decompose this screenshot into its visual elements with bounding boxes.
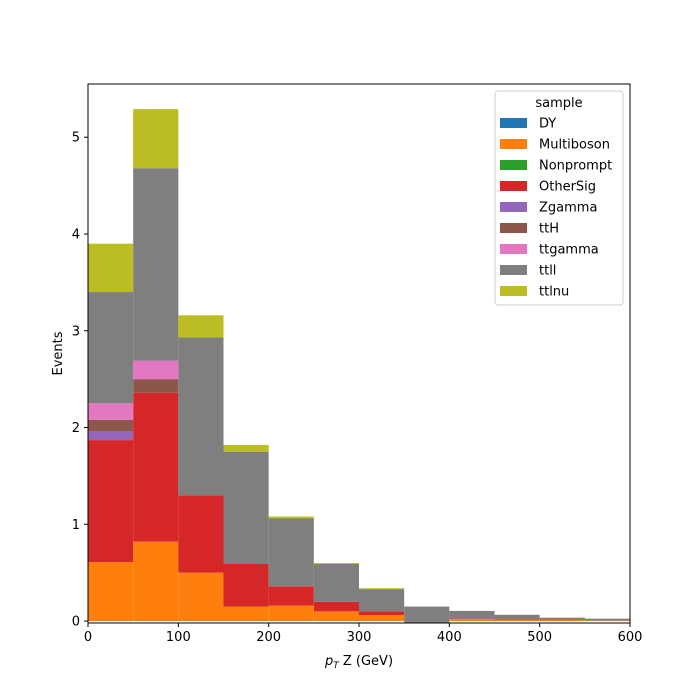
x-tick-label: 0 xyxy=(84,630,92,645)
bar-multiboson-bin-8 xyxy=(449,619,495,622)
legend-label-ttgamma: ttgamma xyxy=(539,243,599,258)
bar-ttlnu-bin-2 xyxy=(178,315,224,338)
y-tick-label: 3 xyxy=(72,324,80,339)
legend-label-zgamma: Zgamma xyxy=(539,201,597,216)
bar-othersig-bin-2 xyxy=(178,495,224,573)
y-tick-label: 2 xyxy=(72,421,80,436)
y-tick-label: 0 xyxy=(72,615,80,630)
bar-multiboson-bin-11 xyxy=(584,620,630,622)
legend-swatch-zgamma xyxy=(500,202,527,212)
bar-othersig-bin-5 xyxy=(313,601,359,612)
bar-ttlnu-bin-3 xyxy=(223,444,269,452)
legend-label-ttll: ttll xyxy=(539,264,556,279)
legend-swatch-multiboson xyxy=(500,139,527,149)
legend-swatch-ttgamma xyxy=(500,244,527,254)
legend-label-othersig: OtherSig xyxy=(539,180,596,195)
y-tick-label: 4 xyxy=(72,227,80,242)
bar-ttll-bin-4 xyxy=(268,518,314,587)
legend-label-dy: DY xyxy=(539,117,556,132)
bar-ttll-bin-1 xyxy=(133,168,179,361)
bar-ttll-bin-0 xyxy=(88,292,134,404)
bar-othersig-bin-3 xyxy=(223,563,269,607)
legend-swatch-dy xyxy=(500,118,527,128)
bar-othersig-bin-4 xyxy=(268,586,314,606)
x-axis-ticks: 0 100 200 300 400 500 600 xyxy=(84,623,643,645)
bar-tth-bin-0 xyxy=(88,419,134,432)
bar-multiboson-bin-10 xyxy=(539,620,585,622)
x-tick-label: 200 xyxy=(256,630,281,645)
histogram-bars xyxy=(88,109,630,623)
bar-multiboson-bin-4 xyxy=(268,605,314,622)
bar-ttll-bin-2 xyxy=(178,337,224,496)
bar-ttll-bin-8 xyxy=(449,610,495,619)
x-axis-title-sub: T xyxy=(333,661,340,671)
bar-ttlnu-bin-5 xyxy=(313,563,359,564)
bar-othersig-bin-10 xyxy=(539,619,585,621)
bar-ttgamma-bin-0 xyxy=(88,403,134,420)
legend-swatch-ttll xyxy=(500,265,527,275)
bar-othersig-bin-9 xyxy=(494,619,540,621)
legend-label-multiboson: Multiboson xyxy=(539,138,610,153)
bar-ttgamma-bin-1 xyxy=(133,360,179,380)
legend-swatch-othersig xyxy=(500,181,527,191)
x-tick-label: 400 xyxy=(437,630,462,645)
bar-ttlnu-bin-6 xyxy=(359,588,405,590)
x-tick-label: 300 xyxy=(347,630,372,645)
bar-ttll-bin-9 xyxy=(494,614,540,620)
legend-label-nonprompt: Nonprompt xyxy=(539,159,612,174)
x-tick-label: 600 xyxy=(618,630,643,645)
bar-tth-bin-1 xyxy=(133,379,179,393)
bar-ttll-bin-7 xyxy=(404,606,450,623)
x-tick-label: 500 xyxy=(527,630,552,645)
bar-ttll-bin-10 xyxy=(539,617,585,620)
legend-swatch-tth xyxy=(500,223,527,233)
bar-ttll-bin-5 xyxy=(313,563,359,602)
bar-multiboson-bin-2 xyxy=(178,572,224,622)
bar-othersig-bin-8 xyxy=(449,618,495,620)
x-tick-label: 100 xyxy=(166,630,191,645)
legend-items: DY Multiboson Nonprompt OtherSig Zgamma ttH tt… xyxy=(500,117,612,300)
bar-multiboson-bin-0 xyxy=(88,562,134,622)
bar-multiboson-bin-6 xyxy=(359,615,405,622)
legend-title: sample xyxy=(535,96,582,111)
legend: sample DY Multiboson Nonprompt OtherSig Zgam… xyxy=(494,90,624,306)
bar-ttlnu-bin-4 xyxy=(268,516,314,519)
bar-multiboson-bin-3 xyxy=(223,606,269,622)
legend-label-tth: ttH xyxy=(539,222,559,237)
x-axis-title-main: p xyxy=(324,654,333,669)
y-axis-title: Events xyxy=(51,331,66,375)
bar-ttlnu-bin-0 xyxy=(88,243,134,293)
bar-multiboson-bin-5 xyxy=(313,611,359,622)
bar-othersig-bin-0 xyxy=(88,440,134,563)
legend-label-ttlnu: ttlnu xyxy=(539,285,569,300)
bar-ttll-bin-6 xyxy=(359,589,405,612)
legend-swatch-nonprompt xyxy=(500,160,527,170)
y-tick-label: 5 xyxy=(72,131,80,146)
x-axis-title-rest: Z (GeV) xyxy=(339,654,393,669)
bar-othersig-bin-6 xyxy=(359,611,405,616)
y-tick-label: 1 xyxy=(72,518,80,533)
bar-othersig-bin-1 xyxy=(133,392,179,542)
x-axis-title: pT Z (GeV) xyxy=(324,654,393,671)
bar-multiboson-bin-9 xyxy=(494,620,540,622)
bar-ttll-bin-3 xyxy=(223,451,269,564)
bar-multiboson-bin-1 xyxy=(133,541,179,622)
bar-ttlnu-bin-1 xyxy=(133,109,179,169)
bar-ttll-bin-11 xyxy=(584,618,630,621)
y-axis-ticks: 0 1 2 3 4 5 xyxy=(72,131,88,630)
bar-zgamma-bin-0 xyxy=(88,431,134,441)
legend-swatch-ttlnu xyxy=(500,286,527,296)
